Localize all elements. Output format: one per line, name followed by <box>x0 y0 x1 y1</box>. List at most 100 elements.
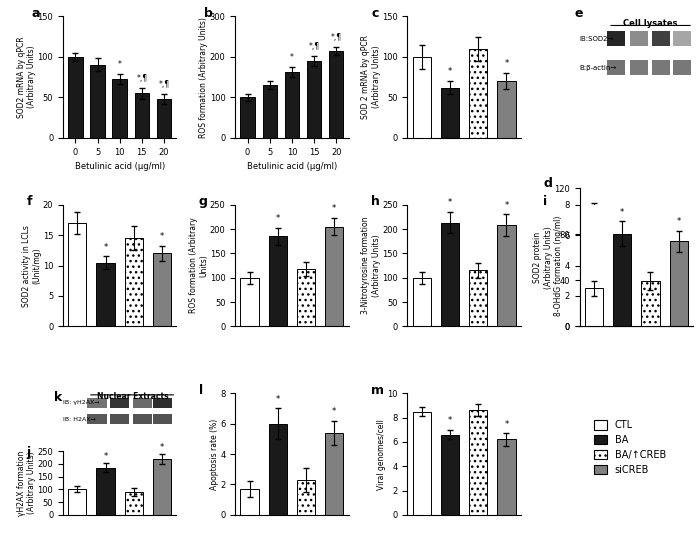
Bar <box>412 278 431 326</box>
Text: *: * <box>118 60 122 69</box>
Bar <box>153 460 172 515</box>
Bar <box>412 57 431 138</box>
Bar <box>110 398 130 408</box>
Bar <box>262 85 277 138</box>
Text: m: m <box>371 384 384 397</box>
Text: *: * <box>290 53 294 62</box>
Bar <box>88 398 106 408</box>
Text: *: * <box>276 395 280 404</box>
Text: *: * <box>332 407 336 416</box>
Bar <box>325 433 344 515</box>
Bar <box>607 60 625 75</box>
Bar <box>669 241 688 326</box>
Bar <box>269 236 287 326</box>
Y-axis label: SOD 2 mRNA by qPCR
(Arbitrary Units): SOD 2 mRNA by qPCR (Arbitrary Units) <box>361 35 381 119</box>
Y-axis label: 3-Nitrotyrosine formation
(Arbitrary Units): 3-Nitrotyrosine formation (Arbitrary Uni… <box>361 217 381 314</box>
Y-axis label: 8-OHdG formation (ng/ml): 8-OHdG formation (ng/ml) <box>554 215 564 316</box>
Bar <box>669 251 688 326</box>
Y-axis label: SOD2 activity in LCLs
(Unit/mg): SOD2 activity in LCLs (Unit/mg) <box>22 224 41 307</box>
Bar <box>297 480 315 515</box>
Text: *: * <box>677 228 681 237</box>
Bar <box>629 31 648 46</box>
Bar <box>441 435 459 515</box>
Text: c: c <box>371 7 379 20</box>
Bar <box>412 411 431 515</box>
Bar <box>113 79 127 138</box>
Bar <box>629 60 648 75</box>
Bar <box>240 278 259 326</box>
Text: k: k <box>54 391 62 404</box>
Bar <box>88 414 106 423</box>
Text: *: * <box>504 420 509 429</box>
Text: *: * <box>332 204 336 213</box>
Bar <box>584 288 603 326</box>
Text: IB:SOD2→: IB:SOD2→ <box>580 36 614 42</box>
Bar <box>329 51 344 138</box>
Text: *,¶: *,¶ <box>158 80 169 89</box>
Bar <box>97 262 115 326</box>
Bar <box>325 227 344 326</box>
Bar <box>110 414 130 423</box>
Text: Cell lysates: Cell lysates <box>623 18 677 28</box>
Bar <box>153 254 172 326</box>
Y-axis label: Viral genomes/cell: Viral genomes/cell <box>377 418 386 489</box>
Legend: CTL, BA, BA/↑CREB, siCREB: CTL, BA, BA/↑CREB, siCREB <box>590 416 670 479</box>
Text: IB: H2AX→: IB: H2AX→ <box>63 417 96 422</box>
Y-axis label: γH2AX formation
(Arbitrary Units): γH2AX formation (Arbitrary Units) <box>17 450 36 516</box>
Text: Nuclear Extracts: Nuclear Extracts <box>97 392 169 402</box>
Text: h: h <box>371 195 380 208</box>
Text: a: a <box>32 7 40 20</box>
Bar <box>297 269 315 326</box>
Bar <box>613 267 631 326</box>
Text: *: * <box>160 233 164 241</box>
Text: b: b <box>204 7 212 20</box>
Text: B:β-actin→: B:β-actin→ <box>580 65 617 71</box>
Bar <box>673 31 691 46</box>
Bar <box>68 223 87 326</box>
Text: i: i <box>543 195 547 208</box>
Bar <box>673 60 691 75</box>
Bar <box>641 281 659 326</box>
Bar <box>157 99 172 138</box>
Text: e: e <box>574 7 582 20</box>
Bar <box>641 223 659 326</box>
Text: *: * <box>448 198 452 207</box>
Bar <box>441 88 459 138</box>
Bar <box>497 225 516 326</box>
Bar <box>469 410 487 515</box>
Bar <box>68 489 87 515</box>
Text: *: * <box>104 243 108 251</box>
Y-axis label: SOD2 protein
(Arbitrary Units): SOD2 protein (Arbitrary Units) <box>533 226 553 289</box>
Text: *: * <box>448 67 452 76</box>
Y-axis label: Apoptosis rate (%): Apoptosis rate (%) <box>210 418 218 490</box>
Text: *: * <box>160 443 164 451</box>
Bar <box>133 398 152 408</box>
Text: j: j <box>27 446 31 459</box>
Bar <box>307 61 321 138</box>
Text: *: * <box>504 59 509 68</box>
Bar <box>240 98 255 138</box>
Bar <box>240 489 259 515</box>
Text: g: g <box>199 195 208 208</box>
Bar <box>613 234 631 326</box>
Y-axis label: SOD2 mRNA by qPCR
(Arbitrary Units): SOD2 mRNA by qPCR (Arbitrary Units) <box>17 36 36 118</box>
Bar <box>68 57 83 138</box>
Bar <box>153 398 172 408</box>
Bar <box>134 93 149 138</box>
Bar <box>90 65 105 138</box>
X-axis label: Betulinic acid (μg/ml): Betulinic acid (μg/ml) <box>74 162 164 171</box>
Text: IB: γH2AX→: IB: γH2AX→ <box>63 400 99 405</box>
Bar <box>269 424 287 515</box>
Text: *: * <box>504 201 509 210</box>
Text: *,¶: *,¶ <box>309 42 320 51</box>
Bar <box>125 238 143 326</box>
Bar <box>652 60 671 75</box>
Bar <box>125 492 143 515</box>
Bar <box>97 468 115 515</box>
Text: l: l <box>199 384 203 397</box>
Bar <box>153 414 172 423</box>
Bar <box>133 414 152 423</box>
Text: *: * <box>104 451 108 461</box>
Bar <box>469 270 487 326</box>
Bar <box>652 31 671 46</box>
